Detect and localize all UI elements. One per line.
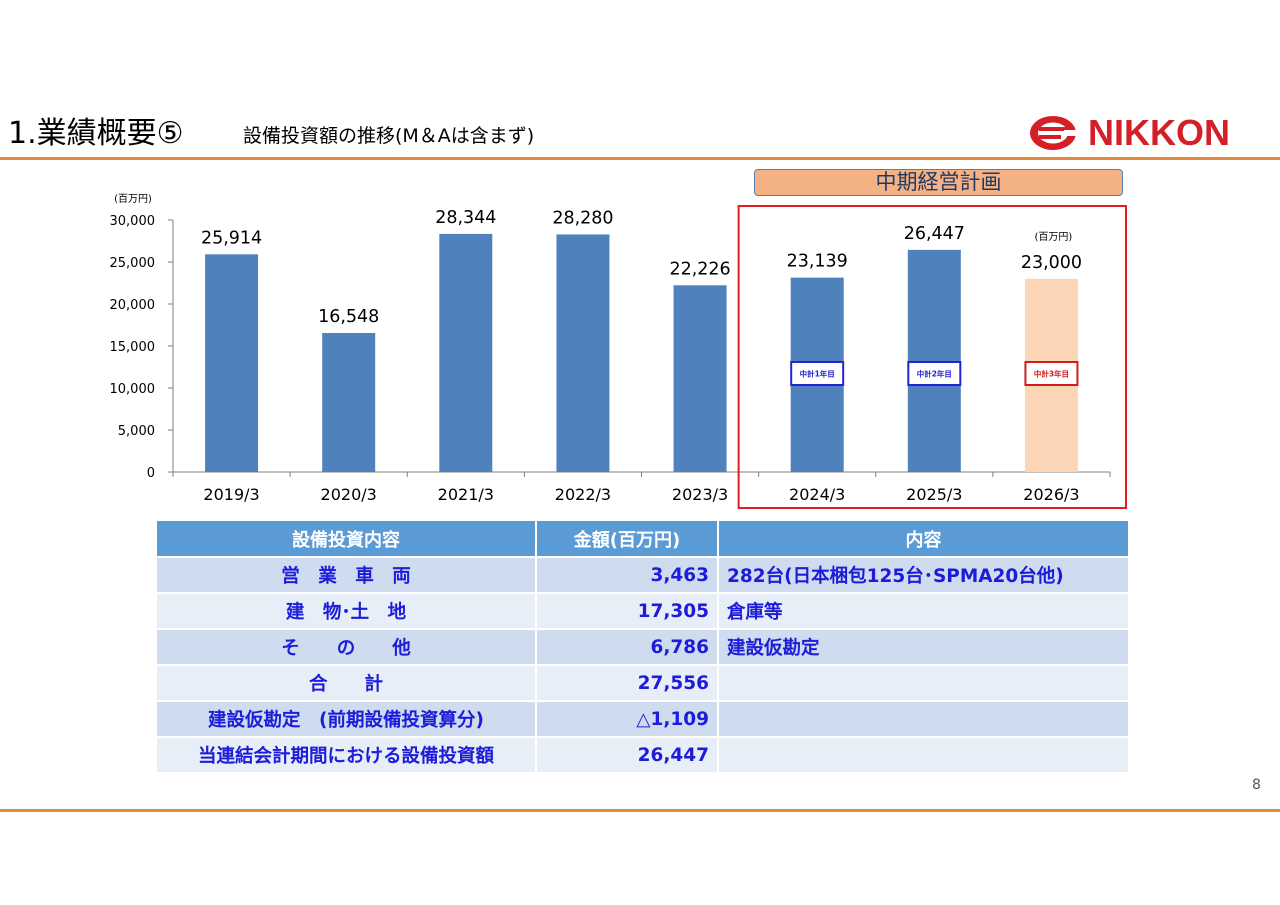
row-amount: 26,447 [535, 736, 719, 774]
plan-year-tag [907, 361, 962, 386]
row-item: そ の 他 [155, 628, 537, 666]
y-tick-label: 25,000 [110, 256, 156, 271]
chart-axes: (百万円) 0 5,000 10,000 15,000 20,000 25,000 30,00… [110, 193, 1111, 481]
y-tick-label: 30,000 [110, 214, 156, 229]
nikkon-logo: NIKKON [1028, 112, 1253, 153]
category-label: 2023/3 [672, 485, 728, 504]
row-amount: △1,109 [535, 700, 719, 738]
header-divider [0, 157, 1280, 160]
y-tick-label: 20,000 [110, 298, 156, 313]
capex-bar-chart: (百万円) 0 5,000 10,000 15,000 20,000 25,000 30,00… [110, 193, 1127, 509]
row-item: 合 計 [155, 664, 537, 702]
data-label: 23,000 [1021, 253, 1082, 273]
capex-breakdown-table: 設備投資内容 金額(百万円) 内容 営 業 車 両 3,463 282台(日本梱… [155, 519, 1130, 774]
row-content: 建設仮勘定 [717, 628, 1130, 666]
bar-2019-3 [205, 254, 259, 472]
table-row: 建設仮勘定 (前期設備投資算分) △1,109 [155, 700, 1130, 738]
data-label: 28,344 [435, 208, 496, 228]
row-item: 営 業 車 両 [155, 556, 537, 594]
chart-labels: 25,914 2019/3 16,548 2020/3 28,344 2021/3 28,2… [201, 208, 1082, 504]
mid-term-plan-banner: 中期経営計画 [754, 169, 1123, 196]
category-label: 2024/3 [789, 485, 845, 504]
row-content [717, 736, 1130, 774]
table-row: 建 物･土 地 17,305 倉庫等 [155, 592, 1130, 630]
table-header-row: 設備投資内容 金額(百万円) 内容 [155, 519, 1130, 558]
plan-year-tag-label: 中計1年目 [800, 369, 835, 379]
category-label: 2026/3 [1023, 485, 1079, 504]
plan-year-tag [790, 361, 845, 386]
header-content: 内容 [717, 519, 1130, 558]
category-label: 2019/3 [203, 485, 259, 504]
row-item: 建 物･土 地 [155, 592, 537, 630]
category-label: 2025/3 [906, 485, 962, 504]
plan-period-box [737, 205, 1127, 509]
data-label: 26,447 [904, 224, 965, 244]
bar-2022-3 [556, 234, 610, 472]
plan-year-tag-label: 中計3年目 [1034, 369, 1069, 379]
table-row: 当連結会計期間における設備投資額 26,447 [155, 736, 1130, 774]
category-label: 2020/3 [321, 485, 377, 504]
row-amount: 27,556 [535, 664, 719, 702]
row-content: 282台(日本梱包125台･SPMA20台他) [717, 556, 1130, 594]
row-content [717, 664, 1130, 702]
bar-2025-3 [907, 249, 961, 472]
bar-2020-3 [322, 332, 376, 472]
y-unit-label: (百万円) [114, 193, 152, 205]
bar-2021-3 [439, 233, 493, 472]
row-item: 建設仮勘定 (前期設備投資算分) [155, 700, 537, 738]
table-row: そ の 他 6,786 建設仮勘定 [155, 628, 1130, 666]
chart-bars [205, 233, 1078, 472]
table-row: 合 計 27,556 [155, 664, 1130, 702]
row-amount: 17,305 [535, 592, 719, 630]
data-label: 16,548 [318, 307, 379, 327]
logo-wordmark: NIKKON [1088, 112, 1230, 153]
page-title: 1.業績概要⑤ [8, 116, 184, 151]
page-number: 8 [1252, 777, 1261, 793]
page-subtitle: 設備投資額の推移(M＆Aは含まず) [243, 125, 535, 147]
row-content [717, 700, 1130, 738]
row-amount: 3,463 [535, 556, 719, 594]
plan-unit-label: (百万円) [1035, 231, 1073, 243]
bar-2023-3 [673, 285, 727, 472]
data-label: 23,139 [787, 252, 848, 272]
y-tick-label: 5,000 [118, 424, 155, 439]
plan-year-tag [1024, 361, 1079, 386]
plan-year-tag-label: 中計2年目 [917, 369, 952, 379]
nikkon-logo-icon [1030, 116, 1078, 150]
data-label: 28,280 [552, 208, 613, 228]
row-content: 倉庫等 [717, 592, 1130, 630]
footer-divider [0, 809, 1280, 812]
header-amount: 金額(百万円) [535, 519, 719, 558]
table-row: 営 業 車 両 3,463 282台(日本梱包125台･SPMA20台他) [155, 556, 1130, 594]
category-label: 2021/3 [438, 485, 494, 504]
y-tick-label: 0 [147, 466, 155, 481]
data-label: 25,914 [201, 228, 262, 248]
y-tick-label: 10,000 [110, 382, 156, 397]
y-tick-label: 15,000 [110, 340, 156, 355]
plan-period-highlight: 中計1年目 中計2年目 中計3年目 (百万円) [737, 205, 1127, 509]
row-amount: 6,786 [535, 628, 719, 666]
row-item: 当連結会計期間における設備投資額 [155, 736, 537, 774]
data-label: 22,226 [669, 259, 730, 279]
header-capex-item: 設備投資内容 [155, 519, 537, 558]
category-label: 2022/3 [555, 485, 611, 504]
